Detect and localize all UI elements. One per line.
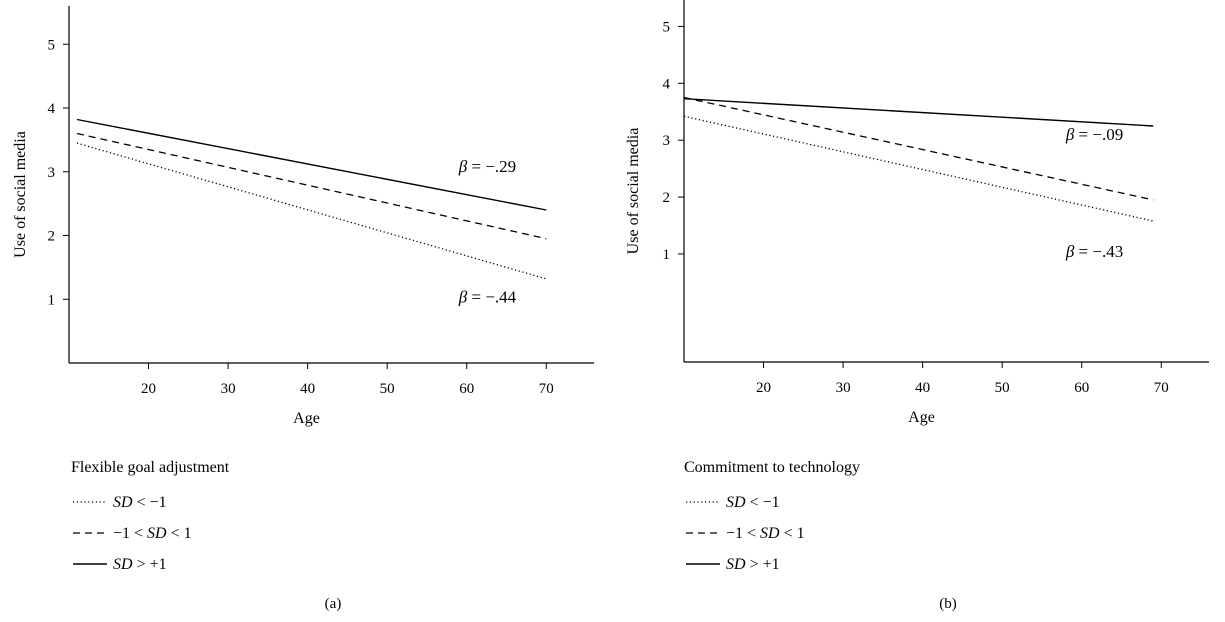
y-tick-label: 3 [48, 165, 56, 181]
legend-title: Flexible goal adjustment [71, 459, 230, 476]
y-tick-label: 5 [663, 19, 671, 35]
series-line-dashed [76, 132, 547, 240]
x-tick-label: 50 [995, 380, 1010, 396]
x-axis-label: Age [908, 409, 935, 426]
series-line-dotted [683, 115, 1154, 222]
legend-entry-label: SD > +1 [113, 556, 167, 573]
chart-panel-a: 20 30 40 50 60 70 1 2 3 4 5 Age Use of social media β… [12, 6, 594, 612]
x-tick-label: 30 [836, 380, 851, 396]
beta-annotation: β = −.29 [458, 157, 516, 176]
series-line-dashed [683, 96, 1154, 201]
y-tick-label: 2 [663, 190, 671, 206]
y-tick-label: 5 [48, 37, 56, 53]
y-tick-label: 4 [48, 101, 56, 117]
series-line-dotted [76, 142, 547, 280]
y-tick-label: 2 [48, 229, 56, 245]
legend-entry-label: SD < −1 [113, 494, 167, 511]
x-tick-label: 20 [141, 381, 156, 397]
x-tick-label: 50 [380, 381, 395, 397]
y-tick-label: 1 [663, 247, 671, 263]
x-tick-label: 60 [1074, 380, 1089, 396]
legend-entry-label: SD < −1 [726, 494, 780, 511]
x-tick-label: 70 [539, 381, 554, 397]
x-tick-label: 40 [915, 380, 930, 396]
y-axis-label: Use of social media [12, 131, 29, 258]
x-tick-label: 40 [300, 381, 315, 397]
x-tick-label: 70 [1154, 380, 1169, 396]
y-tick-label: 1 [48, 292, 56, 308]
legend-entry-label: SD > +1 [726, 556, 780, 573]
chart-panel-b: 20 30 40 50 60 70 1 2 3 4 5 Age Use of social media β… [625, 0, 1209, 612]
panel-label: (b) [939, 596, 957, 612]
series-line-solid [76, 118, 547, 211]
legend-title: Commitment to technology [684, 459, 860, 476]
x-axis-label: Age [293, 410, 320, 427]
panel-label: (a) [325, 596, 342, 612]
legend-entry-label: −1 < SD < 1 [113, 525, 192, 542]
y-tick-label: 3 [663, 133, 671, 149]
beta-annotation: β = −.09 [1065, 125, 1123, 144]
y-axis-label: Use of social media [625, 128, 642, 255]
beta-annotation: β = −.44 [458, 287, 517, 306]
y-tick-label: 4 [663, 76, 671, 92]
series-line-solid [683, 98, 1154, 127]
x-tick-label: 30 [221, 381, 236, 397]
legend-entry-label: −1 < SD < 1 [726, 525, 805, 542]
x-tick-label: 60 [459, 381, 474, 397]
x-tick-label: 20 [756, 380, 771, 396]
beta-annotation: β = −.43 [1065, 242, 1123, 261]
